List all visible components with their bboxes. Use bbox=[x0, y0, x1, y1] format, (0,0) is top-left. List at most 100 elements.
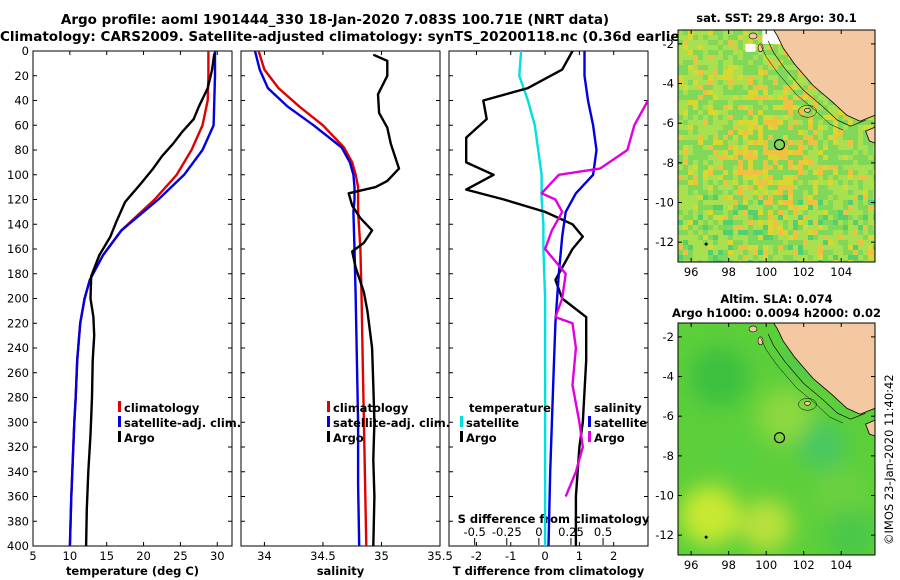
sst-cell bbox=[833, 230, 838, 235]
sst-cell bbox=[793, 235, 798, 240]
sst-cell bbox=[808, 220, 813, 225]
sst-cell bbox=[858, 195, 863, 200]
sst-cell bbox=[743, 30, 748, 35]
sst-cell bbox=[843, 190, 848, 195]
sst-cell bbox=[693, 245, 698, 250]
y-tick-label: 400 bbox=[7, 539, 29, 553]
sst-cell bbox=[813, 250, 818, 255]
sst-cell bbox=[768, 230, 773, 235]
sst-cell bbox=[783, 180, 788, 185]
sst-cell bbox=[683, 45, 688, 50]
sst-cell bbox=[748, 40, 753, 45]
sst-cell bbox=[838, 215, 843, 220]
sst-cell bbox=[788, 160, 793, 165]
sst-cell bbox=[728, 230, 733, 235]
sst-cell bbox=[843, 140, 848, 145]
sst-cell bbox=[708, 130, 713, 135]
sst-cell bbox=[743, 135, 748, 140]
depth-contour bbox=[798, 105, 817, 118]
sst-cell bbox=[743, 180, 748, 185]
sst-cell bbox=[688, 205, 693, 210]
sst-cell bbox=[768, 235, 773, 240]
sst-cell bbox=[828, 235, 833, 240]
sla-blob bbox=[716, 433, 761, 478]
sst-cell bbox=[758, 225, 763, 230]
sst-cell bbox=[728, 220, 733, 225]
y-tick-label: 20 bbox=[14, 69, 29, 83]
sst-cell bbox=[703, 255, 708, 260]
sst-cell bbox=[708, 245, 713, 250]
sst-cell bbox=[778, 250, 783, 255]
sst-cell bbox=[803, 255, 808, 260]
sst-cell bbox=[688, 230, 693, 235]
sla-blob bbox=[689, 346, 750, 407]
sst-cell bbox=[818, 120, 823, 125]
sst-cell bbox=[733, 175, 738, 180]
legend-label: climatology bbox=[124, 401, 200, 415]
sst-cell bbox=[858, 245, 863, 250]
sst-cell bbox=[818, 125, 823, 130]
sst-cell bbox=[848, 200, 853, 205]
sst-cell bbox=[813, 105, 818, 110]
sst-cell bbox=[693, 45, 698, 50]
sst-cell bbox=[863, 165, 868, 170]
sst-cell bbox=[873, 150, 875, 155]
sst-cell bbox=[858, 240, 863, 245]
sst-cell bbox=[683, 40, 688, 45]
sst-cell bbox=[838, 250, 843, 255]
sst-cell bbox=[818, 260, 823, 262]
salinity-panel: 34 34.5 35 35.5 salinity climatologysatellite… bbox=[240, 50, 453, 578]
sst-cell bbox=[798, 140, 803, 145]
sst-cell bbox=[873, 245, 875, 250]
sst-cell bbox=[788, 180, 793, 185]
sst-cell bbox=[743, 85, 748, 90]
sst-cell bbox=[758, 255, 763, 260]
map-y-tick-label: -10 bbox=[655, 196, 674, 210]
top-axis-tick-label: -0.5 bbox=[463, 525, 485, 539]
sst-cell bbox=[683, 75, 688, 80]
sst-cell bbox=[868, 175, 873, 180]
sst-cell bbox=[743, 225, 748, 230]
sst-cell bbox=[733, 155, 738, 160]
sst-cell bbox=[738, 35, 743, 40]
sst-cell bbox=[678, 55, 683, 60]
sst-cell bbox=[803, 160, 808, 165]
sst-cell bbox=[703, 130, 708, 135]
sst-cell bbox=[868, 210, 873, 215]
sst-cell bbox=[803, 135, 808, 140]
sst-cell bbox=[758, 85, 763, 90]
sst-cell bbox=[793, 80, 798, 85]
sst-cell bbox=[803, 200, 808, 205]
sst-cell bbox=[778, 155, 783, 160]
sst-cell bbox=[843, 210, 848, 215]
sst-cell bbox=[753, 155, 758, 160]
sst-cell bbox=[748, 220, 753, 225]
sst-cell bbox=[768, 115, 773, 120]
sst-cell bbox=[693, 60, 698, 65]
sst-cell bbox=[813, 210, 818, 215]
sst-cell bbox=[758, 35, 763, 40]
sst-cell bbox=[748, 60, 753, 65]
sst-cell bbox=[678, 205, 683, 210]
sst-cell bbox=[743, 170, 748, 175]
sst-cell bbox=[828, 185, 833, 190]
x-tick-label: 25 bbox=[173, 549, 188, 563]
sst-cell bbox=[808, 225, 813, 230]
sst-cell bbox=[838, 140, 843, 145]
x-tick-label: 35 bbox=[374, 549, 389, 563]
sst-cell bbox=[753, 220, 758, 225]
sst-cell bbox=[708, 165, 713, 170]
sst-cell bbox=[728, 80, 733, 85]
sst-cell bbox=[783, 200, 788, 205]
sst-cell bbox=[738, 205, 743, 210]
y-tick-label: 60 bbox=[14, 118, 29, 132]
sst-cell bbox=[803, 110, 808, 115]
sst-cell bbox=[743, 140, 748, 145]
sst-cell bbox=[763, 145, 768, 150]
sst-cell bbox=[713, 115, 718, 120]
sst-cell bbox=[713, 180, 718, 185]
sst-cell bbox=[713, 95, 718, 100]
sst-cell bbox=[683, 260, 688, 262]
sst-cell bbox=[713, 235, 718, 240]
sst-cell bbox=[803, 105, 808, 110]
